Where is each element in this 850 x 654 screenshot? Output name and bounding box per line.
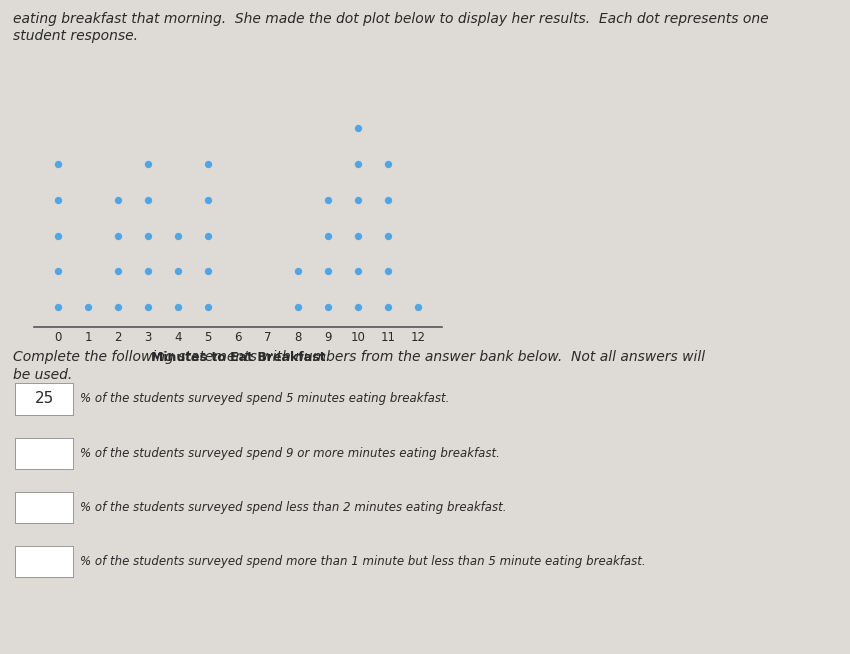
Point (171, 230, 184, 241)
Point (201, 230, 215, 241)
Point (351, 230, 365, 241)
Point (171, 266, 184, 277)
Point (111, 302, 125, 313)
Text: 25: 25 (35, 392, 54, 406)
Text: student response.: student response. (13, 29, 138, 43)
Point (381, 230, 394, 241)
Point (381, 302, 394, 313)
Point (321, 230, 335, 241)
Point (292, 266, 305, 277)
Point (381, 194, 394, 205)
Point (141, 158, 155, 169)
Point (141, 266, 155, 277)
Text: % of the students surveyed spend 9 or more minutes eating breakfast.: % of the students surveyed spend 9 or mo… (80, 447, 500, 460)
Point (111, 194, 125, 205)
Point (201, 266, 215, 277)
Point (201, 302, 215, 313)
Point (351, 266, 365, 277)
X-axis label: Minutes to Eat Breakfast: Minutes to Eat Breakfast (150, 351, 326, 364)
Text: % of the students surveyed spend less than 2 minutes eating breakfast.: % of the students surveyed spend less th… (80, 501, 507, 514)
Point (351, 158, 365, 169)
Point (351, 122, 365, 133)
Point (141, 230, 155, 241)
Text: eating breakfast that morning.  She made the dot plot below to display her resul: eating breakfast that morning. She made … (13, 12, 768, 26)
Point (292, 302, 305, 313)
Point (51, 158, 65, 169)
Point (51, 194, 65, 205)
Point (111, 230, 125, 241)
Point (411, 302, 425, 313)
Point (141, 302, 155, 313)
Point (321, 194, 335, 205)
Text: Complete the following statements with numbers from the answer bank below.  Not : Complete the following statements with n… (13, 350, 705, 364)
Point (381, 158, 394, 169)
Point (171, 302, 184, 313)
Text: be used.: be used. (13, 368, 72, 382)
Text: % of the students surveyed spend 5 minutes eating breakfast.: % of the students surveyed spend 5 minut… (80, 392, 450, 405)
Point (381, 266, 394, 277)
Point (321, 302, 335, 313)
Point (351, 194, 365, 205)
Point (82, 302, 95, 313)
Point (201, 158, 215, 169)
Point (51, 302, 65, 313)
Point (351, 302, 365, 313)
Point (51, 266, 65, 277)
Point (321, 266, 335, 277)
Point (141, 194, 155, 205)
Point (201, 194, 215, 205)
Point (111, 266, 125, 277)
Point (51, 230, 65, 241)
Text: % of the students surveyed spend more than 1 minute but less than 5 minute eatin: % of the students surveyed spend more th… (80, 555, 645, 568)
